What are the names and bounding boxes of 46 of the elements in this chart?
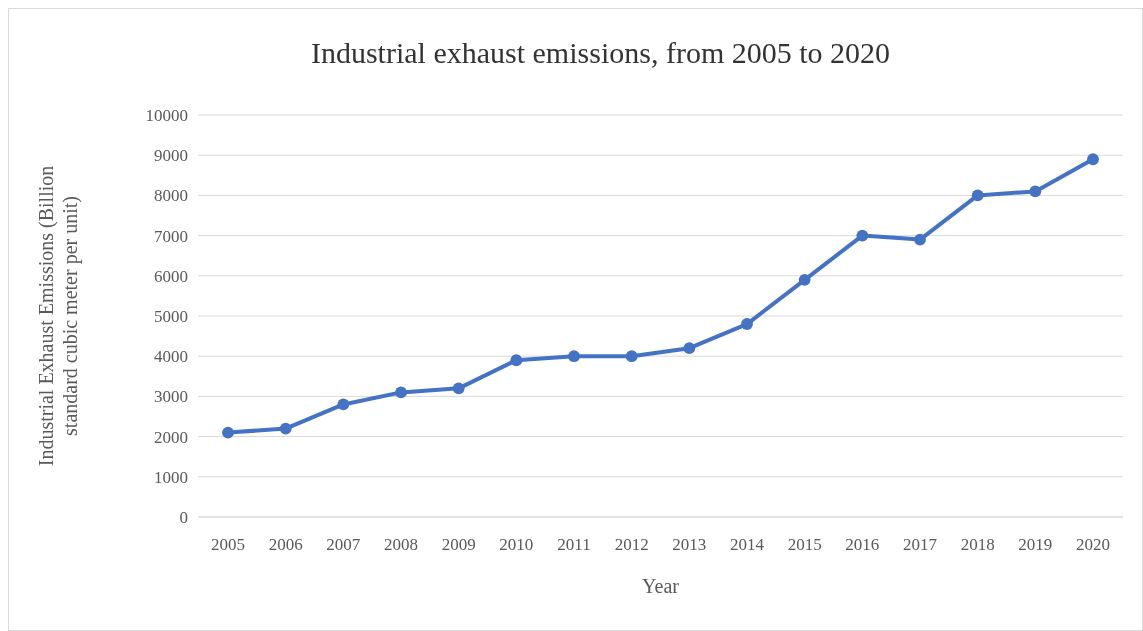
- y-tick-label: 7000: [154, 226, 188, 246]
- x-tick-label: 2007: [326, 535, 361, 554]
- x-tick-label: 2014: [730, 535, 765, 554]
- x-tick-label: 2017: [903, 535, 938, 554]
- y-tick-label: 0: [179, 507, 188, 527]
- y-tick-label: 2000: [154, 427, 188, 447]
- point: [856, 229, 869, 242]
- point: [568, 350, 580, 363]
- y-tick-label: 4000: [154, 347, 188, 367]
- chart-title: Industrial exhaust emissions, from 2005 to 2020: [310, 36, 891, 69]
- point: [741, 318, 753, 330]
- point: [222, 426, 234, 439]
- y-tick-label: 10000: [145, 105, 188, 125]
- x-tick-label: 2015: [787, 535, 822, 554]
- x-tick-label: 2013: [672, 535, 707, 554]
- x-tick-label: 2008: [384, 535, 418, 554]
- y-tick-label: 8000: [154, 186, 188, 206]
- point: [798, 273, 811, 286]
- point: [971, 189, 984, 202]
- x-tick-label: 2018: [960, 535, 995, 554]
- point: [625, 350, 638, 363]
- point: [279, 422, 292, 435]
- y-tick-label: 5000: [154, 306, 188, 326]
- x-tick-label: 2006: [268, 535, 303, 554]
- x-tick-label: 2005: [211, 535, 245, 554]
- x-tick-label: 2009: [441, 535, 476, 554]
- point: [395, 386, 407, 399]
- x-tick-label: 2019: [1018, 535, 1053, 554]
- point: [683, 342, 696, 355]
- point: [1029, 185, 1042, 198]
- x-tick-label: 2010: [499, 535, 534, 554]
- x-tick-label: 2016: [845, 535, 880, 554]
- point: [914, 233, 926, 246]
- x-tick-label: 2020: [1076, 535, 1110, 554]
- point: [510, 354, 523, 367]
- x-tick-label: 2012: [614, 535, 649, 554]
- x-axis-title: Year: [642, 575, 680, 597]
- x-tick-label: 2011: [557, 535, 591, 554]
- point: [1087, 153, 1099, 166]
- y-tick-label: 1000: [154, 467, 188, 487]
- point: [452, 382, 465, 395]
- y-axis-title: Industrial Exhaust Emissions (Billion standard cubic meter per unit): [35, 165, 82, 467]
- point: [337, 398, 350, 411]
- y-tick-label: 3000: [154, 387, 188, 407]
- y-tick-label: 9000: [154, 146, 188, 166]
- y-tick-label: 6000: [154, 266, 188, 286]
